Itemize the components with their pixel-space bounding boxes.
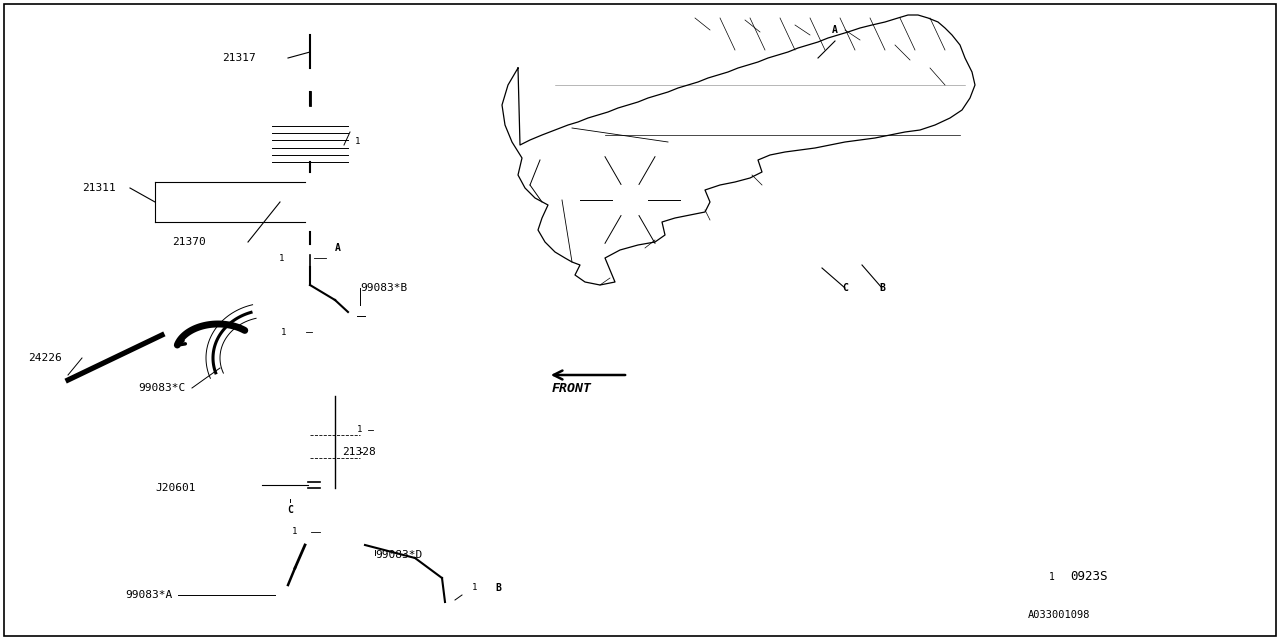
Text: 1: 1 — [282, 328, 287, 337]
Bar — [324, 237, 352, 259]
Bar — [869, 277, 895, 299]
Text: A: A — [335, 243, 340, 253]
Text: 1: 1 — [357, 426, 362, 435]
Text: B: B — [879, 283, 884, 293]
Bar — [832, 277, 858, 299]
Bar — [273, 96, 348, 162]
Text: 21311: 21311 — [82, 183, 115, 193]
Bar — [276, 499, 305, 521]
Text: 99083*D: 99083*D — [375, 550, 422, 560]
Text: 21370: 21370 — [172, 237, 206, 247]
Text: A: A — [832, 25, 838, 35]
Text: 99083*C: 99083*C — [138, 383, 186, 393]
Text: 21317: 21317 — [221, 53, 256, 63]
Text: 21328: 21328 — [342, 447, 376, 457]
Text: 24226: 24226 — [28, 353, 61, 363]
Bar — [58, 372, 72, 388]
Text: B: B — [495, 583, 500, 593]
Bar — [297, 68, 323, 80]
Bar — [310, 396, 360, 488]
Text: 1: 1 — [1050, 572, 1055, 582]
Bar — [822, 19, 849, 41]
Text: 1: 1 — [356, 138, 361, 147]
Text: FRONT: FRONT — [552, 381, 593, 394]
Text: 1: 1 — [292, 527, 298, 536]
Bar — [1030, 556, 1201, 598]
Text: 1: 1 — [279, 253, 284, 262]
Text: 1: 1 — [472, 584, 477, 593]
Text: 99083*B: 99083*B — [360, 283, 407, 293]
Text: C: C — [842, 283, 847, 293]
Text: A033001098: A033001098 — [1028, 610, 1091, 620]
Text: C: C — [287, 505, 293, 515]
Bar — [486, 578, 509, 598]
Bar — [300, 80, 320, 92]
Text: 0923S: 0923S — [1070, 570, 1107, 584]
Text: 99083*A: 99083*A — [125, 590, 173, 600]
Text: J20601: J20601 — [155, 483, 196, 493]
